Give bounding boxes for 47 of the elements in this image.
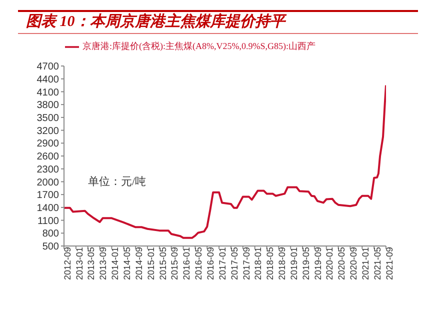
x-tick-label: 2014-05 <box>122 247 132 280</box>
annotation: 单位：元/吨 <box>88 175 146 189</box>
x-tick-label: 2016-09 <box>206 247 216 280</box>
y-tick-label: 3800 <box>36 100 60 112</box>
x-tick-label: 2015-05 <box>158 247 168 280</box>
x-tick-label: 2015-01 <box>146 247 156 280</box>
x-tick-label: 2016-05 <box>194 247 204 280</box>
x-tick-label: 2020-09 <box>348 247 359 280</box>
y-tick-label: 4700 <box>36 62 60 73</box>
x-tick-label: 2021-09 <box>384 247 394 280</box>
x-tick-label: 2021-01 <box>360 247 371 280</box>
x-tick-label: 2017-09 <box>241 247 252 280</box>
y-tick-label: 2300 <box>36 164 60 176</box>
y-tick-label: 800 <box>42 228 60 240</box>
y-tick-label: 2000 <box>36 177 60 188</box>
x-tick-label: 2018-09 <box>277 247 288 280</box>
x-tick-label: 2018-05 <box>265 247 276 280</box>
x-tick-label: 2015-09 <box>170 247 180 280</box>
x-tick-label: 2020-01 <box>324 247 335 280</box>
y-tick-label: 4400 <box>36 74 60 86</box>
x-tick-label: 2012-09 <box>62 247 72 280</box>
y-tick-label: 1100 <box>37 216 60 227</box>
x-tick-label: 2014-01 <box>110 247 120 280</box>
x-tick-label: 2016-01 <box>182 247 192 280</box>
x-tick-label: 2014-09 <box>134 247 144 280</box>
y-tick-label: 2600 <box>36 152 60 163</box>
y-tick-label: 4100 <box>36 87 60 98</box>
x-tick-label: 2013-09 <box>98 247 108 280</box>
y-tick-label: 500 <box>42 242 60 253</box>
x-tick-label: 2021-05 <box>372 247 382 280</box>
y-tick-label: 1700 <box>36 190 60 202</box>
legend-label: 京唐港:库提价(含税):主焦煤(A8%,V25%,0.9%S,G85):山西产 <box>82 41 316 52</box>
y-tick-label: 3500 <box>36 112 60 124</box>
line-series <box>64 84 386 239</box>
y-tick-label: 3200 <box>36 126 60 137</box>
y-tick-label: 1400 <box>36 202 60 214</box>
x-tick-label: 2019-05 <box>300 247 311 280</box>
x-tick-label: 2013-01 <box>74 247 84 280</box>
chart-title: 图表 10：本周京唐港主焦煤库提价持平 <box>26 12 285 31</box>
x-tick-label: 2018-01 <box>253 247 264 280</box>
x-tick-label: 2017-05 <box>229 247 240 280</box>
x-tick-label: 2019-01 <box>288 247 299 280</box>
x-tick-label: 2017-01 <box>217 247 228 280</box>
x-tick-label: 2020-05 <box>336 247 347 280</box>
y-tick-label: 2900 <box>36 138 60 150</box>
x-tick-label: 2019-09 <box>312 247 323 280</box>
x-tick-label: 2013-05 <box>86 247 96 280</box>
